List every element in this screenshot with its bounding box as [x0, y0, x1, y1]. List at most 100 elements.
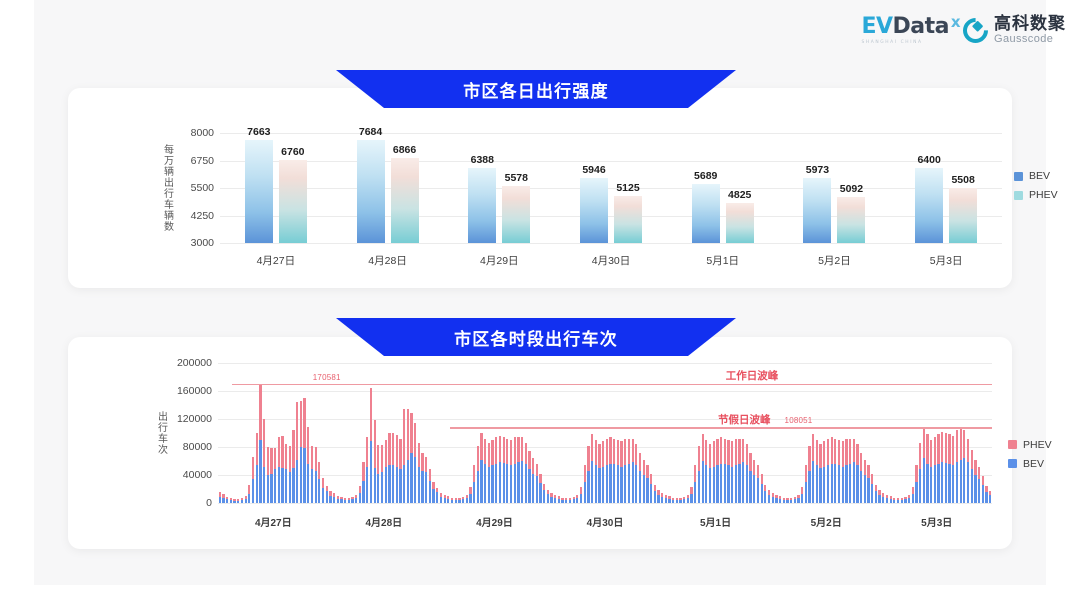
segment-phev [270, 448, 273, 474]
annotation-label-weekday-peak: 工作日波峰 [725, 369, 779, 382]
segment-phev [653, 484, 656, 492]
stacked-bar [830, 437, 833, 503]
stacked-bar [425, 456, 428, 503]
bar-value-label: 5092 [839, 182, 864, 195]
segment-bev [841, 466, 844, 503]
segment-phev [760, 474, 763, 485]
segment-phev [590, 434, 594, 461]
segment-bev [395, 466, 398, 503]
segment-bev [775, 498, 778, 503]
bar-value-label: 6388 [470, 154, 494, 167]
segment-bev [436, 492, 439, 503]
stacked-bar [587, 445, 590, 503]
y-axis-label-chart2: 出行车次 [155, 411, 167, 455]
segment-phev [384, 440, 387, 467]
stacked-bar [248, 484, 251, 503]
stacked-bar [362, 461, 365, 503]
stacked-bar [609, 437, 612, 503]
segment-phev [528, 451, 531, 470]
stacked-bar [369, 388, 373, 503]
stacked-bar [513, 437, 516, 503]
evdata-logo: EVData x SHANGHAI CHINA [861, 13, 960, 45]
evdata-suffix: Data [892, 13, 950, 39]
stacked-bar [546, 489, 549, 503]
segment-bev [443, 498, 446, 503]
segment-bev [683, 499, 686, 503]
gridline [218, 363, 992, 364]
stacked-bar [303, 398, 306, 503]
chart-card-hourly-trips: 出行车次 0 40000 80000 120000 160000 200000 工作日波峰 节假… [68, 337, 1052, 549]
stacked-bar [653, 484, 656, 503]
segment-phev [708, 444, 712, 468]
segment-bev [819, 467, 822, 503]
segment-phev [299, 400, 303, 447]
segment-phev [631, 438, 634, 463]
segment-bev [701, 460, 704, 503]
segment-phev [863, 459, 866, 475]
segment-phev [705, 440, 708, 466]
stacked-bar [911, 486, 914, 503]
segment-phev [355, 495, 358, 499]
segment-bev [808, 470, 811, 503]
segment-phev [594, 440, 597, 466]
segment-bev [277, 466, 280, 503]
segment-phev [561, 497, 564, 500]
segment-phev [568, 498, 572, 501]
segment-phev [428, 468, 432, 481]
stacked-bar [299, 400, 303, 503]
stacked-bar [679, 498, 682, 503]
segment-phev [421, 452, 424, 471]
segment-bev [734, 465, 737, 503]
stacked-bar [594, 440, 597, 503]
segment-bev [458, 500, 461, 503]
x-tick-label: 4月29日 [476, 518, 513, 529]
segment-bev [878, 494, 881, 503]
segment-bev [524, 463, 527, 503]
segment-phev [237, 499, 240, 501]
legend-item-bev[interactable]: BEV [1008, 458, 1052, 470]
legend-label: PHEV [1023, 438, 1052, 451]
bar-bev [915, 168, 944, 243]
gridline [220, 215, 1002, 217]
segment-phev [675, 498, 678, 501]
segment-phev [535, 463, 538, 477]
segment-phev [635, 444, 638, 466]
segment-bev [686, 498, 690, 503]
legend-item-phev[interactable]: PHEV [1008, 439, 1052, 451]
stacked-bar [926, 434, 929, 503]
segment-bev [329, 495, 332, 503]
segment-phev [458, 498, 461, 501]
bar-chart-daily-intensity: 每万辆出行车辆数 3000 4250 5500 6750 8000 7663 6760 4月27… [68, 88, 1058, 288]
segment-phev [332, 493, 336, 498]
annotation-label-holiday-peak: 节假日波峰 [718, 414, 771, 427]
stacked-bar [237, 499, 240, 503]
segment-phev [565, 498, 568, 501]
legend-item-phev[interactable]: PHEV [1014, 189, 1058, 201]
segment-bev [605, 465, 608, 503]
segment-phev [487, 442, 491, 467]
stacked-bar [660, 492, 664, 503]
gausscode-wordmark: 高科数聚 Gausscode [994, 15, 1066, 45]
segment-bev [745, 465, 749, 503]
segment-phev [465, 495, 468, 499]
stacked-bar [572, 497, 575, 503]
stacked-bar [524, 442, 527, 503]
segment-bev [262, 466, 266, 503]
segment-bev [778, 499, 782, 503]
segment-bev [454, 500, 457, 503]
bar-phev [837, 196, 866, 243]
legend-swatch [1008, 440, 1017, 450]
segment-bev [366, 466, 369, 503]
legend-item-bev[interactable]: BEV [1014, 170, 1058, 182]
stacked-bar [344, 498, 347, 503]
segment-phev [546, 489, 549, 494]
segment-bev [461, 499, 465, 503]
stacked-bar [498, 435, 502, 503]
stacked-bar [325, 485, 328, 503]
segment-phev [303, 398, 306, 449]
stacked-bar [583, 465, 586, 503]
segment-phev [683, 497, 686, 500]
stacked-bar [889, 496, 892, 503]
segment-bev [255, 464, 258, 503]
gridline [218, 447, 992, 448]
